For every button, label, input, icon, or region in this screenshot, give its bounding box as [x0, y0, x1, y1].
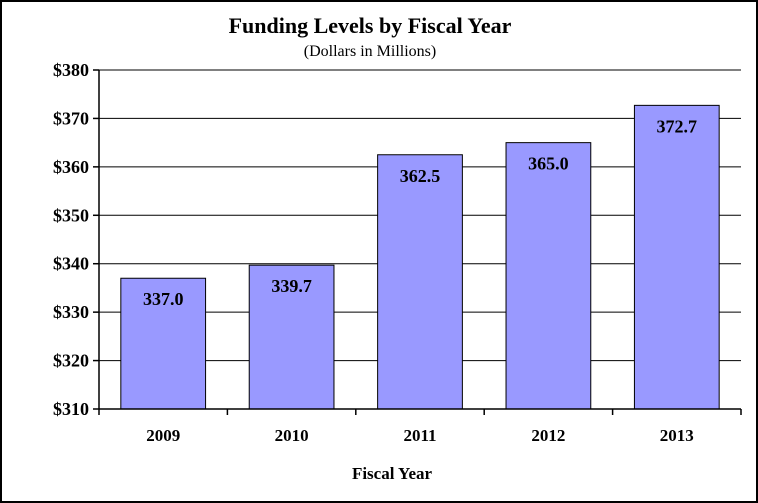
- data-labels: 337.0 339.7 362.5 365.0 372.7: [143, 116, 697, 309]
- y-tick-label: $350: [53, 205, 89, 225]
- x-tick-label-2013: 2013: [660, 426, 694, 445]
- y-tick-label: $360: [53, 157, 89, 177]
- bar-2011: [377, 154, 463, 410]
- chart-title: Funding Levels by Fiscal Year: [229, 13, 512, 38]
- chart-subtitle: (Dollars in Millions): [304, 43, 436, 60]
- bar-2012: [505, 142, 592, 410]
- data-label-2011: 362.5: [400, 166, 441, 186]
- bar-2009: [120, 277, 207, 410]
- y-tick-label: $330: [53, 302, 89, 322]
- data-label-2012: 365.0: [528, 154, 569, 174]
- bar-2010: [248, 264, 335, 410]
- x-axis-label: Fiscal Year: [352, 464, 433, 483]
- x-tick-labels: 2009 2010 2011 2012 2013: [146, 426, 694, 445]
- x-tick-label-2012: 2012: [531, 426, 565, 445]
- x-tick-label-2009: 2009: [146, 426, 180, 445]
- y-tick-labels: $310 $320 $330 $340 $350 $360 $370 $380: [53, 60, 89, 419]
- bars: [120, 104, 720, 410]
- data-label-2009: 337.0: [143, 289, 184, 309]
- data-label-2013: 372.7: [657, 116, 698, 136]
- x-tick-label-2010: 2010: [275, 426, 309, 445]
- y-tick-label: $310: [53, 399, 89, 419]
- data-label-2010: 339.7: [271, 276, 312, 296]
- y-tick-label: $340: [53, 254, 89, 274]
- x-tick-label-2011: 2011: [403, 426, 436, 445]
- y-tick-label: $370: [53, 108, 89, 128]
- bar-2013: [633, 104, 720, 410]
- y-tick-label: $380: [53, 60, 89, 80]
- y-tick-label: $320: [53, 351, 89, 371]
- axes: [98, 70, 742, 415]
